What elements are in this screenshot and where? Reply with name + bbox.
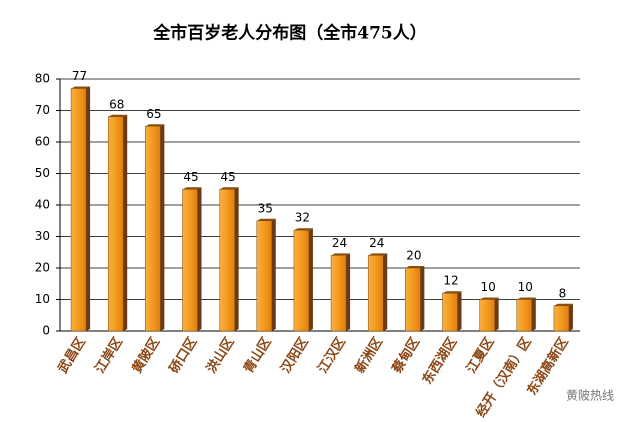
data-label: 24 (369, 236, 384, 250)
bar-top (479, 297, 499, 300)
data-label: 77 (72, 69, 87, 83)
x-tick-label: 东西湖区 (419, 334, 460, 387)
bar (293, 229, 310, 332)
chart-title: 全市百岁老人分布图（全市475人） (152, 23, 427, 44)
bar-top (405, 266, 425, 268)
bar (256, 220, 273, 332)
x-tick-label: 武昌区 (55, 334, 89, 376)
bar-top (331, 253, 351, 256)
bar-side (160, 124, 165, 331)
x-tick-label: 青山区 (240, 334, 274, 376)
bar-top (219, 187, 239, 190)
bar (145, 126, 161, 332)
x-tick-label: 黄陂区 (129, 334, 163, 376)
bar-top (516, 297, 536, 300)
bar-side (457, 291, 462, 331)
bar-side (197, 187, 202, 331)
x-tick-label: 汉阳区 (278, 334, 312, 376)
bar-side (383, 253, 388, 331)
bar-side (420, 266, 425, 331)
data-label: 20 (406, 249, 421, 263)
bar (107, 116, 124, 332)
data-label: 10 (518, 280, 533, 294)
watermark: 黄陂热线 (566, 388, 614, 403)
bar-side (123, 114, 128, 331)
data-label: 45 (183, 170, 198, 184)
bar-top (108, 114, 128, 117)
bar-side (346, 253, 351, 331)
bar (219, 189, 235, 332)
data-label: 35 (258, 201, 273, 215)
y-tick-label: 50 (35, 166, 50, 180)
bar (70, 88, 87, 332)
data-label: 45 (221, 170, 236, 184)
y-tick-label: 20 (35, 261, 50, 275)
y-tick-label: 40 (35, 198, 50, 212)
bar (182, 189, 198, 332)
bar (516, 299, 533, 332)
bar (479, 299, 495, 332)
bar-top (145, 124, 165, 127)
bar (330, 255, 347, 332)
bar-top (442, 291, 462, 294)
data-label: 10 (481, 280, 496, 294)
bar-top (256, 218, 276, 221)
bar-top (553, 303, 573, 306)
bar-side (531, 297, 536, 331)
bar-side (308, 228, 313, 331)
x-tick-label: 江岸区 (92, 334, 126, 376)
y-tick-label: 60 (35, 135, 50, 149)
x-tick-label: 新洲区 (352, 334, 386, 376)
bar-side (494, 297, 499, 331)
data-label: 8 (559, 286, 567, 300)
bar-side (234, 187, 239, 331)
data-label: 24 (332, 236, 347, 250)
data-label: 65 (146, 107, 161, 121)
bar-side (568, 303, 573, 331)
data-label: 68 (109, 97, 124, 111)
data-label: 32 (295, 211, 310, 225)
y-tick-label: 80 (35, 72, 50, 86)
bar-top (368, 253, 388, 256)
bar-top (293, 228, 313, 231)
x-tick-label: 蔡甸区 (388, 334, 423, 376)
bar (553, 305, 570, 332)
bar-top (182, 187, 202, 190)
y-tick-label: 0 (42, 324, 50, 338)
data-label: 12 (443, 274, 458, 288)
x-tick-label: 江汉区 (315, 334, 349, 376)
y-tick-label: 70 (35, 103, 50, 117)
x-tick-label: 洪山区 (203, 334, 237, 376)
x-tick-label: 江夏区 (463, 334, 497, 376)
y-tick-label: 30 (35, 229, 50, 243)
y-tick-label: 10 (35, 292, 50, 306)
bar (367, 255, 384, 332)
x-tick-label: 硚口区 (167, 335, 200, 376)
bar (405, 267, 421, 332)
bar-side (271, 218, 276, 331)
bar-side (86, 86, 91, 331)
bar-top (71, 86, 91, 89)
bar (442, 292, 458, 332)
